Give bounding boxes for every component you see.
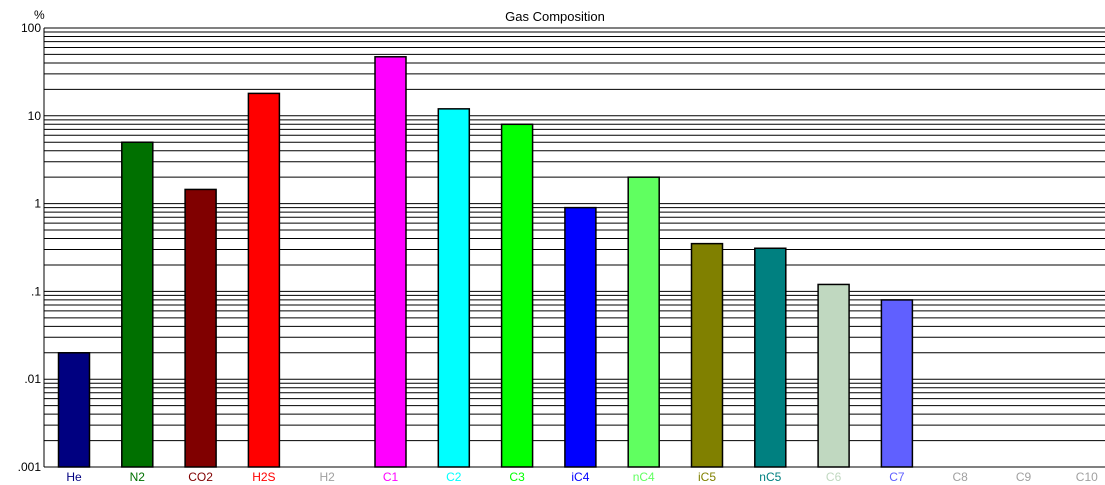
y-tick-label: .1 xyxy=(31,284,41,298)
chart-title: Gas Composition xyxy=(505,9,605,24)
bar-c6 xyxy=(817,283,850,468)
x-tick-label-c8: C8 xyxy=(953,470,969,484)
bar-ic5 xyxy=(690,242,724,468)
x-tick-label-h2: H2 xyxy=(320,470,336,484)
bar-h2s xyxy=(247,92,281,468)
bar-nc4 xyxy=(627,176,660,468)
x-tick-label-co2: CO2 xyxy=(188,470,213,484)
x-tick-label-ic4: iC4 xyxy=(571,470,589,484)
x-tick-label-c10: C10 xyxy=(1076,470,1098,484)
x-tick-label-c6: C6 xyxy=(826,470,842,484)
bar-co2 xyxy=(184,188,217,468)
bar-c3 xyxy=(500,123,534,468)
bar-ic4 xyxy=(564,206,597,468)
y-axis-ticks: 100 10 1 .1 .01 .001 xyxy=(18,21,42,474)
x-tick-label-h2s: H2S xyxy=(252,470,275,484)
x-tick-label-he: He xyxy=(66,470,82,484)
x-tick-label-c9: C9 xyxy=(1016,470,1032,484)
bar-c7 xyxy=(880,299,914,468)
y-tick-label: 10 xyxy=(28,109,42,123)
x-tick-label-ic5: iC5 xyxy=(698,470,716,484)
bar-he xyxy=(57,352,91,468)
y-tick-label: 100 xyxy=(21,21,41,35)
x-tick-label-nc4: nC4 xyxy=(633,470,655,484)
y-axis-unit-label: % xyxy=(34,8,45,22)
x-tick-label-n2: N2 xyxy=(130,470,146,484)
x-tick-label-nc5: nC5 xyxy=(759,470,781,484)
x-tick-label-c3: C3 xyxy=(509,470,525,484)
bar-nc5 xyxy=(754,247,787,468)
y-tick-label: .001 xyxy=(18,460,42,474)
bars xyxy=(57,56,914,468)
y-tick-label: .01 xyxy=(24,372,41,386)
bar-c2 xyxy=(437,108,471,468)
x-tick-label-c2: C2 xyxy=(446,470,462,484)
x-tick-label-c1: C1 xyxy=(383,470,399,484)
bar-n2 xyxy=(121,141,154,468)
x-tick-label-c7: C7 xyxy=(889,470,905,484)
x-axis-category-labels: He N2 CO2 H2S H2 C1 C2 C3 iC4 nC4 iC5 nC5 C6 C7 C8 C9 C1… xyxy=(66,470,1098,484)
bar-c1 xyxy=(374,56,407,468)
y-tick-label: 1 xyxy=(34,197,41,211)
